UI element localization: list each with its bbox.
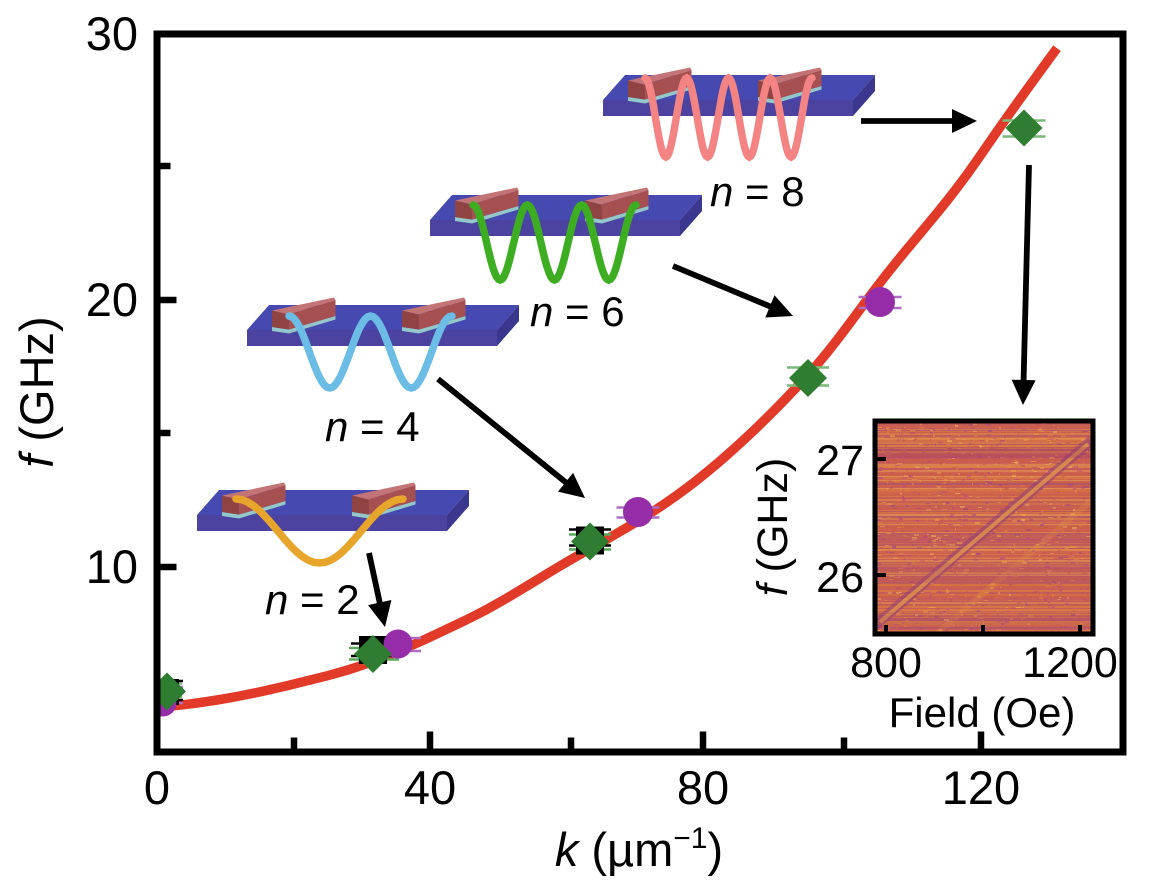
svg-text:f (GHz): f (GHz) — [749, 458, 797, 597]
svg-text:Field (Oe): Field (Oe) — [889, 689, 1076, 736]
svg-text:20: 20 — [86, 273, 138, 326]
svg-text:800: 800 — [850, 639, 922, 687]
svg-text:n = 6: n = 6 — [530, 288, 625, 335]
svg-text:26: 26 — [816, 554, 864, 602]
svg-text:n = 4: n = 4 — [325, 403, 420, 450]
svg-text:1200: 1200 — [1022, 639, 1118, 687]
svg-text:0: 0 — [144, 761, 170, 814]
svg-text:27: 27 — [816, 437, 864, 485]
svg-text:80: 80 — [677, 761, 729, 814]
svg-text:n = 8: n = 8 — [710, 168, 805, 215]
svg-text:40: 40 — [404, 761, 456, 814]
svg-text:10: 10 — [86, 540, 138, 593]
svg-text:n = 2: n = 2 — [265, 576, 360, 623]
svg-text:120: 120 — [942, 761, 1020, 814]
svg-text:30: 30 — [86, 7, 138, 60]
svg-text:f (GHz): f (GHz) — [10, 316, 63, 467]
